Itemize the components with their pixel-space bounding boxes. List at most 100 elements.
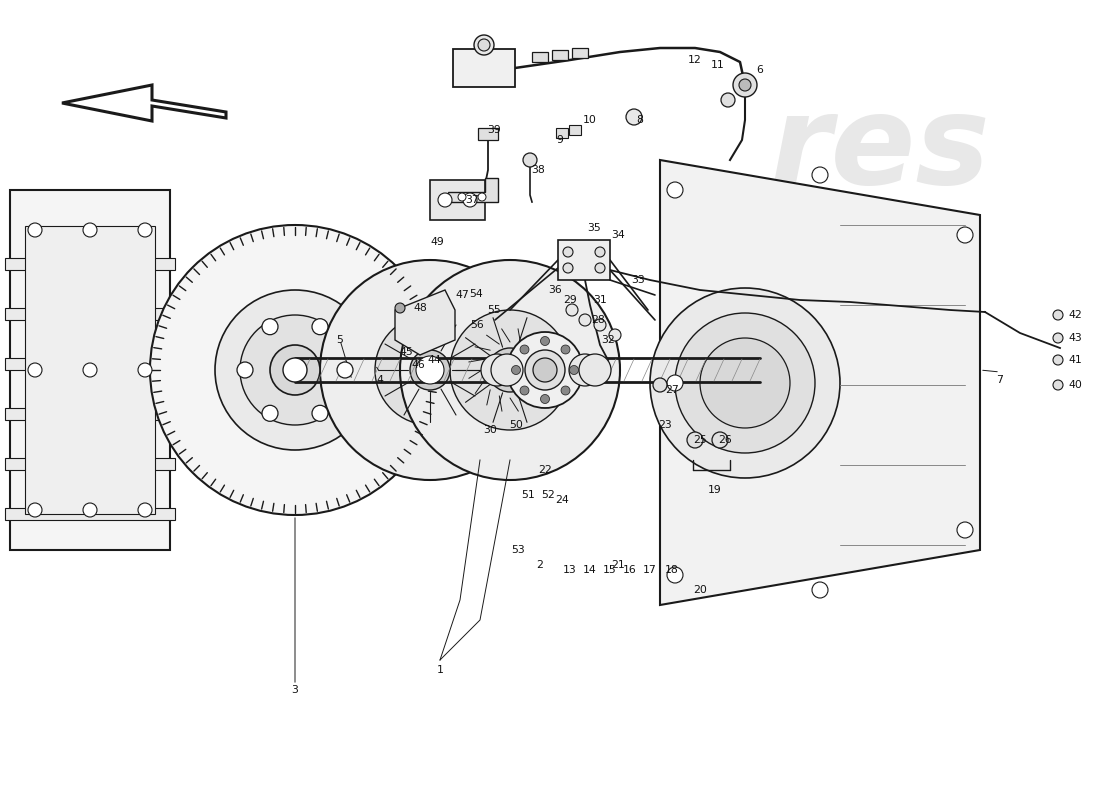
Text: 39: 39: [487, 125, 500, 135]
Circle shape: [463, 193, 477, 207]
Circle shape: [82, 223, 97, 237]
Bar: [10, 190, 170, 550]
Circle shape: [400, 260, 620, 480]
Circle shape: [720, 93, 735, 107]
Circle shape: [733, 73, 757, 97]
Bar: [552, 50, 568, 60]
Circle shape: [478, 39, 490, 51]
Circle shape: [566, 304, 578, 316]
Circle shape: [712, 432, 728, 448]
Text: 45: 45: [399, 347, 412, 357]
Circle shape: [337, 362, 353, 378]
Circle shape: [594, 319, 606, 331]
Circle shape: [312, 318, 328, 334]
Circle shape: [522, 153, 537, 167]
Text: 10: 10: [583, 115, 597, 125]
Circle shape: [438, 193, 452, 207]
Text: res: res: [770, 90, 990, 210]
Circle shape: [570, 366, 579, 374]
Circle shape: [812, 167, 828, 183]
Text: 30: 30: [483, 425, 497, 435]
Bar: [453, 49, 515, 87]
Text: 14: 14: [583, 565, 597, 575]
Circle shape: [675, 313, 815, 453]
Text: 52: 52: [541, 490, 554, 500]
Circle shape: [525, 350, 565, 390]
Bar: [569, 125, 581, 135]
Bar: [6, 408, 175, 420]
Text: 48: 48: [414, 303, 427, 313]
Circle shape: [1053, 380, 1063, 390]
Circle shape: [569, 354, 601, 386]
Circle shape: [1053, 355, 1063, 365]
Circle shape: [1053, 310, 1063, 320]
Bar: [572, 48, 588, 58]
Bar: [6, 258, 175, 270]
Text: 2: 2: [537, 560, 543, 570]
Bar: [532, 52, 548, 62]
Circle shape: [667, 567, 683, 583]
Bar: [6, 358, 175, 370]
Circle shape: [540, 394, 550, 403]
Circle shape: [957, 522, 974, 538]
Polygon shape: [62, 85, 226, 121]
Text: 47: 47: [455, 290, 469, 300]
Circle shape: [481, 354, 513, 386]
Circle shape: [1053, 333, 1063, 343]
Bar: [6, 458, 175, 470]
Text: 5: 5: [337, 335, 343, 345]
Text: 24: 24: [556, 495, 569, 505]
Circle shape: [416, 356, 444, 384]
Circle shape: [595, 247, 605, 257]
Polygon shape: [395, 290, 455, 355]
Text: 25: 25: [693, 435, 707, 445]
Text: 9: 9: [557, 135, 563, 145]
Text: 54: 54: [469, 289, 483, 299]
Circle shape: [488, 348, 532, 392]
Polygon shape: [660, 160, 980, 605]
Text: 1: 1: [437, 665, 443, 675]
Circle shape: [262, 318, 278, 334]
Circle shape: [650, 288, 840, 478]
Text: 21: 21: [612, 560, 625, 570]
Circle shape: [474, 35, 494, 55]
Circle shape: [507, 332, 583, 408]
Circle shape: [395, 303, 405, 313]
Bar: [430, 180, 485, 220]
Circle shape: [450, 310, 570, 430]
Bar: [6, 508, 175, 520]
Text: 28: 28: [591, 315, 605, 325]
Circle shape: [561, 386, 570, 395]
Circle shape: [478, 193, 486, 201]
Text: 3: 3: [292, 685, 298, 695]
Text: 35: 35: [587, 223, 601, 233]
Circle shape: [812, 582, 828, 598]
Text: 13: 13: [563, 565, 576, 575]
Circle shape: [561, 345, 570, 354]
Text: 44: 44: [427, 355, 441, 365]
Polygon shape: [448, 178, 498, 202]
Circle shape: [28, 223, 42, 237]
Text: 34: 34: [612, 230, 625, 240]
Text: 41: 41: [1068, 355, 1082, 365]
Text: 55: 55: [487, 305, 500, 315]
Circle shape: [138, 223, 152, 237]
Circle shape: [667, 182, 683, 198]
Circle shape: [320, 260, 540, 480]
Text: 42: 42: [1068, 310, 1082, 320]
Text: 8: 8: [637, 115, 644, 125]
Circle shape: [410, 350, 450, 390]
Circle shape: [739, 79, 751, 91]
Circle shape: [563, 247, 573, 257]
Bar: [556, 128, 568, 138]
Circle shape: [957, 227, 974, 243]
Text: 56: 56: [470, 320, 484, 330]
Circle shape: [262, 406, 278, 422]
Circle shape: [609, 329, 622, 341]
Circle shape: [270, 345, 320, 395]
Text: 15: 15: [603, 565, 617, 575]
Text: 11: 11: [711, 60, 725, 70]
Text: 49: 49: [430, 237, 444, 247]
Circle shape: [579, 314, 591, 326]
Text: 18: 18: [666, 565, 679, 575]
